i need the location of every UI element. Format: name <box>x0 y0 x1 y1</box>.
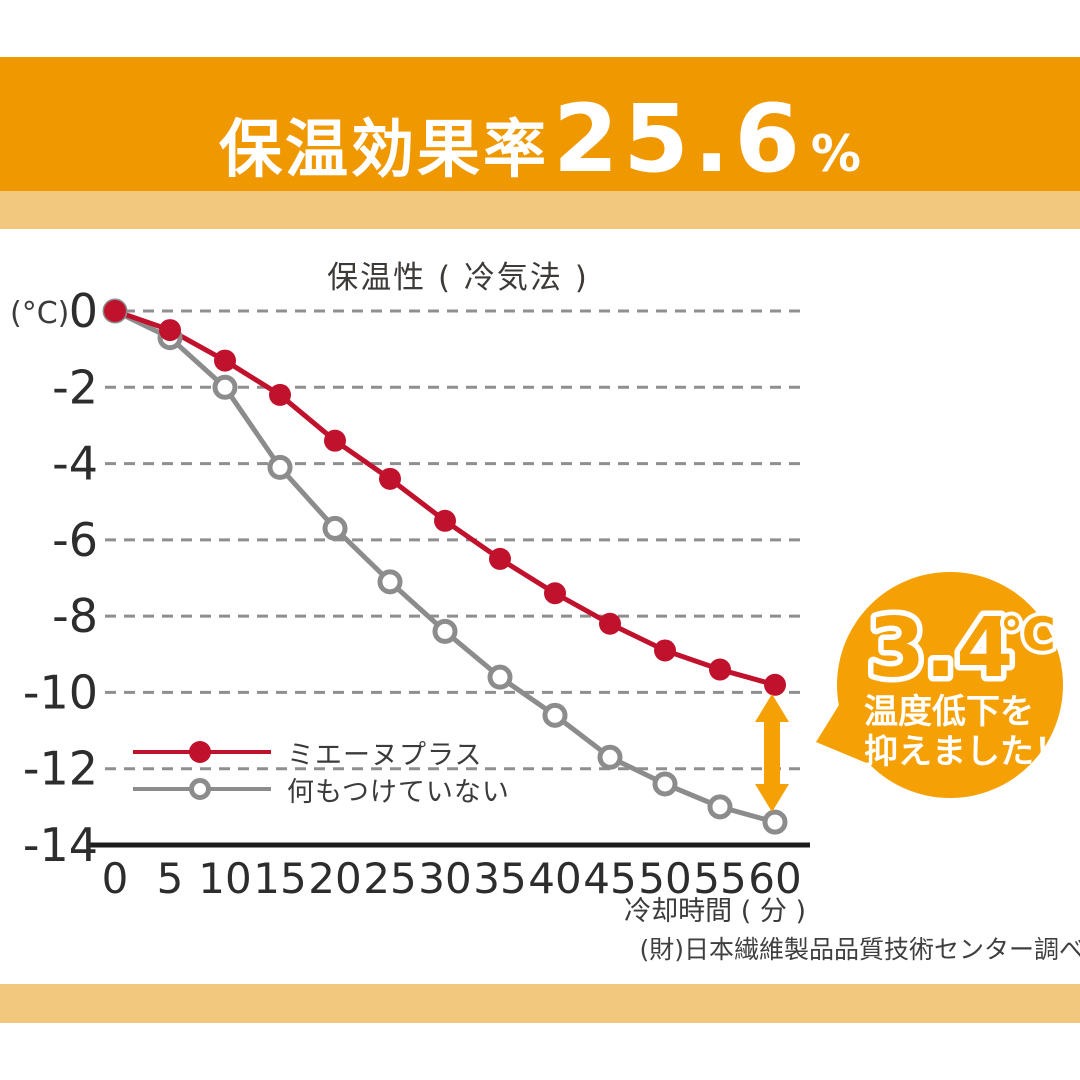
legend-red-line <box>133 741 271 763</box>
header-percent-sign: % <box>810 125 862 183</box>
data-series <box>102 298 788 835</box>
data-point-marker <box>764 673 786 696</box>
open-circle-marker-icon <box>189 778 211 800</box>
callout-value: 3.4 <box>868 601 1013 696</box>
x-tick-label: 45 <box>583 854 636 903</box>
data-point-marker <box>104 300 126 322</box>
y-axis-unit-label: (°C) <box>10 296 69 331</box>
data-point-marker <box>652 771 678 797</box>
data-point-marker <box>544 582 566 605</box>
data-point-marker <box>487 664 513 690</box>
data-point-marker <box>214 349 236 372</box>
data-point-marker <box>432 618 458 644</box>
data-point-marker <box>489 547 511 570</box>
data-point-marker <box>322 515 348 541</box>
header-title-prefix: 保温効果率 <box>218 113 549 186</box>
y-tick-label: -14 <box>23 818 98 872</box>
data-point-marker <box>707 794 733 820</box>
header-band: 保温効果率 25.6 % <box>0 57 1080 191</box>
y-tick-label: -10 <box>23 665 98 719</box>
callout-line-2: 抑えました！ <box>864 732 1068 772</box>
header-title: 保温効果率 25.6 % <box>219 93 861 187</box>
data-point-marker <box>709 658 731 681</box>
header-value: 25.6 <box>552 85 805 194</box>
chart-title: 保温性 ( 冷気法 ) <box>327 260 589 296</box>
data-point-marker <box>597 744 623 770</box>
x-tick-label: 50 <box>638 854 691 903</box>
data-point-marker <box>654 639 676 662</box>
x-tick-label: 5 <box>157 854 184 903</box>
data-point-marker <box>599 612 621 635</box>
y-tick-labels: 0 -2 -4 -6 -8 -10 -12 -14 <box>23 284 98 872</box>
legend-label: ミエーヌプラス <box>287 739 483 771</box>
legend-label: 何もつけていない <box>287 776 510 808</box>
x-tick-label: 60 <box>748 854 801 903</box>
legend-item-nothing: 何もつけていない <box>133 776 510 808</box>
gridlines <box>105 309 806 771</box>
y-tick-label: -8 <box>52 589 98 643</box>
footnote: (財)日本繊維製品品質技術センター調べ <box>639 935 1080 964</box>
y-tick-label: -6 <box>52 513 98 567</box>
x-tick-label: 0 <box>102 854 129 903</box>
x-tick-label: 20 <box>308 854 361 903</box>
y-tick-label: -4 <box>52 437 98 491</box>
accent-band-bottom <box>0 984 1080 1023</box>
data-point-marker <box>377 569 403 595</box>
data-point-marker <box>159 319 181 342</box>
y-tick-label: 0 <box>69 284 98 338</box>
callout-line-1: 温度低下を <box>864 692 1034 732</box>
x-tick-label: 40 <box>528 854 581 903</box>
data-point-marker <box>267 454 293 480</box>
data-point-marker <box>542 702 568 728</box>
x-axis-title: 冷却時間 ( 分 ) <box>624 896 806 927</box>
legend-item-mienu-plus: ミエーヌプラス <box>133 739 482 771</box>
x-tick-label: 25 <box>363 854 416 903</box>
accent-band-top <box>0 191 1080 229</box>
filled-circle-marker-icon <box>189 741 211 763</box>
callout-unit: ℃ <box>1000 607 1056 661</box>
y-tick-label: -12 <box>23 742 98 796</box>
legend-gray-line <box>133 778 271 800</box>
data-point-marker <box>212 374 238 400</box>
data-point-marker <box>379 467 401 490</box>
data-point-marker <box>434 509 456 532</box>
data-point-marker <box>762 809 788 835</box>
data-point-marker <box>324 429 346 452</box>
difference-arrow-icon <box>755 694 789 812</box>
callout-bubble <box>837 572 1063 798</box>
x-tick-label: 30 <box>418 854 471 903</box>
y-tick-label: -2 <box>52 360 98 414</box>
data-point-marker <box>269 383 291 406</box>
x-tick-label: 55 <box>693 854 746 903</box>
x-tick-label: 15 <box>253 854 306 903</box>
x-tick-label: 35 <box>473 854 526 903</box>
x-tick-label: 10 <box>198 854 251 903</box>
x-tick-labels: 0 5 10 15 20 25 30 35 40 45 50 55 60 <box>102 854 802 903</box>
